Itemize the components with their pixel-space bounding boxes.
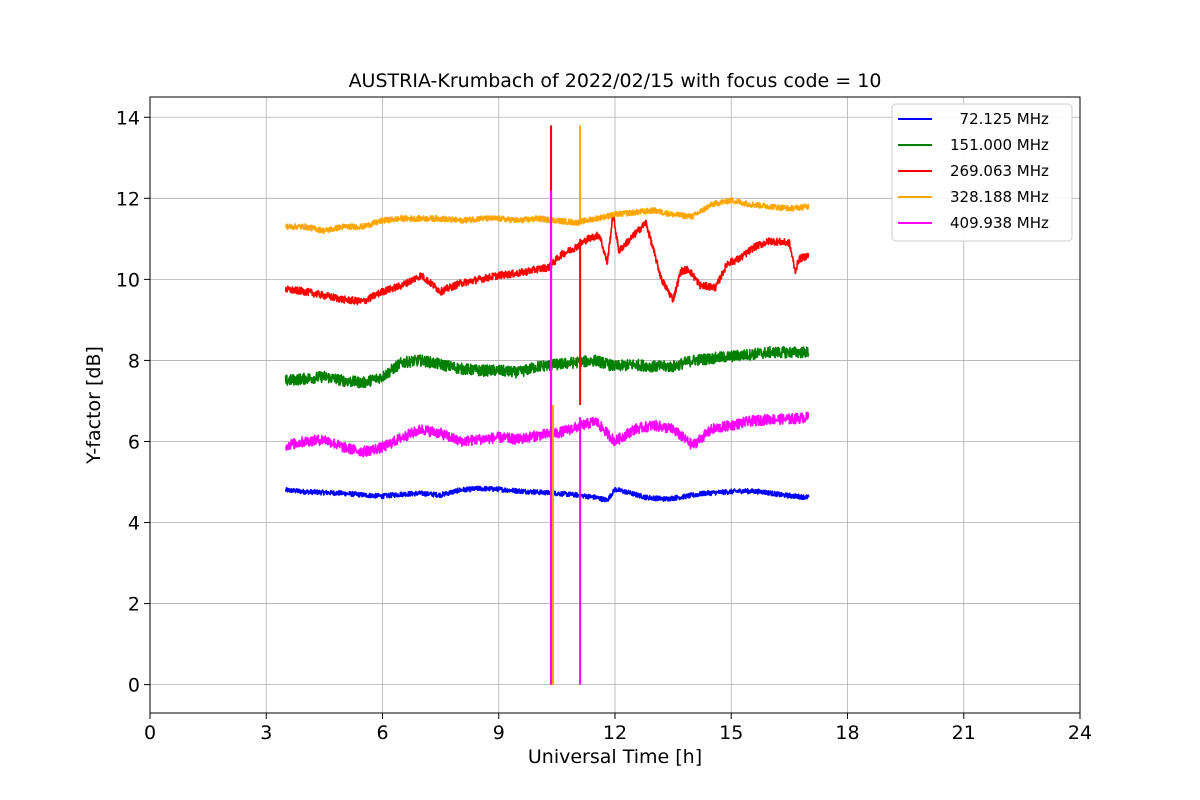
legend-label: 72.125 MHz: [950, 110, 1049, 128]
series-line: [284, 485, 810, 503]
y-tick-label: 2: [128, 594, 140, 616]
legend-label: 409.938 MHz: [950, 214, 1049, 232]
y-tick-label: 10: [116, 269, 140, 291]
x-tick-label: 12: [603, 722, 627, 744]
x-tick-label: 24: [1068, 722, 1092, 744]
x-tick-label: 0: [144, 722, 156, 744]
y-tick-label: 14: [116, 107, 140, 129]
legend-label: 269.063 MHz: [950, 162, 1049, 180]
x-tick-label: 21: [952, 722, 976, 744]
series-line: [284, 196, 810, 234]
legend-label: 151.000 MHz: [950, 136, 1049, 154]
legend-label: 328.188 MHz: [950, 188, 1049, 206]
y-tick-label: 12: [116, 188, 140, 210]
y-tick-label: 6: [128, 431, 140, 453]
chart-title: AUSTRIA-Krumbach of 2022/02/15 with focu…: [349, 70, 882, 92]
x-tick-label: 6: [376, 722, 388, 744]
y-tick-label: 4: [128, 513, 140, 535]
y-axis-label: Y-factor [dB]: [83, 346, 105, 465]
series-line: [284, 345, 810, 389]
legend-box: [891, 103, 1073, 242]
x-axis-label: Universal Time [h]: [528, 746, 702, 768]
y-tick-label: 8: [128, 350, 140, 372]
x-tick-label: 9: [493, 722, 505, 744]
series-line: [285, 411, 810, 458]
series-line: [284, 215, 810, 306]
plot-lines: [284, 125, 810, 685]
legend: 72.125 MHz 151.000 MHz 269.063 MHz 328.188 …: [891, 103, 1073, 242]
x-tick-label: 18: [835, 722, 859, 744]
x-tick-label: 3: [260, 722, 272, 744]
y-tick-label: 0: [128, 675, 140, 697]
x-tick-label: 15: [719, 722, 743, 744]
